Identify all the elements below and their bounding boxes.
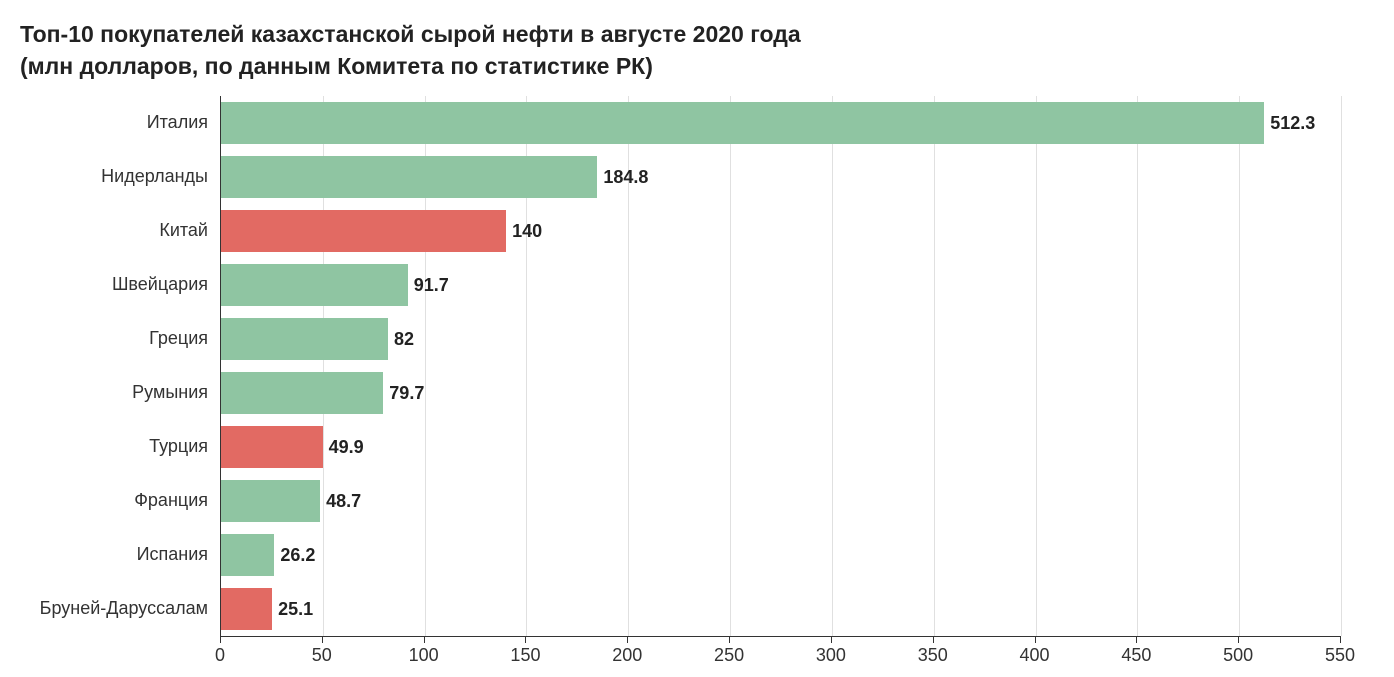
category-label: Турция xyxy=(20,436,208,457)
x-tick xyxy=(1340,637,1341,643)
category-label: Испания xyxy=(20,544,208,565)
x-tick-label: 300 xyxy=(816,645,846,666)
x-tick-label: 500 xyxy=(1223,645,1253,666)
gridline xyxy=(1239,96,1240,636)
x-tick-label: 100 xyxy=(409,645,439,666)
gridline xyxy=(1036,96,1037,636)
x-tick xyxy=(525,637,526,643)
x-tick-label: 450 xyxy=(1121,645,1151,666)
bar xyxy=(221,156,597,198)
bar xyxy=(221,210,506,252)
plot-area: 512.3 184.8 140 91.7 82 79.7 49.9 48.7 26.2 25.1 xyxy=(220,96,1341,637)
category-label: Греция xyxy=(20,328,208,349)
value-label: 140 xyxy=(512,221,542,242)
value-label: 25.1 xyxy=(278,599,313,620)
category-label: Италия xyxy=(20,112,208,133)
gridline xyxy=(934,96,935,636)
x-tick-label: 350 xyxy=(918,645,948,666)
x-tick xyxy=(933,637,934,643)
chart-container: Топ-10 покупателей казахстанской сырой н… xyxy=(0,0,1394,677)
chart-title-line1: Топ-10 покупателей казахстанской сырой н… xyxy=(20,20,1374,50)
x-tick-label: 250 xyxy=(714,645,744,666)
x-tick-label: 0 xyxy=(215,645,225,666)
value-label: 48.7 xyxy=(326,491,361,512)
category-label: Швейцария xyxy=(20,274,208,295)
bar xyxy=(221,534,274,576)
bar xyxy=(221,102,1264,144)
x-tick xyxy=(627,637,628,643)
bar xyxy=(221,264,408,306)
category-label: Нидерланды xyxy=(20,166,208,187)
value-label: 82 xyxy=(394,329,414,350)
category-label: Франция xyxy=(20,490,208,511)
gridline xyxy=(730,96,731,636)
x-tick xyxy=(831,637,832,643)
bar-chart: 512.3184.814091.78279.749.948.726.225.1 … xyxy=(20,96,1374,676)
value-label: 184.8 xyxy=(603,167,648,188)
category-label: Китай xyxy=(20,220,208,241)
x-tick-label: 50 xyxy=(312,645,332,666)
value-label: 512.3 xyxy=(1270,113,1315,134)
bar xyxy=(221,318,388,360)
bar xyxy=(221,372,383,414)
value-label: 91.7 xyxy=(414,275,449,296)
gridline xyxy=(1137,96,1138,636)
category-label: Румыния xyxy=(20,382,208,403)
x-tick-label: 400 xyxy=(1020,645,1050,666)
x-tick xyxy=(220,637,221,643)
value-label: 26.2 xyxy=(280,545,315,566)
x-tick xyxy=(1035,637,1036,643)
x-tick xyxy=(424,637,425,643)
gridline xyxy=(832,96,833,636)
chart-title-line2: (млн долларов, по данным Комитета по ста… xyxy=(20,52,1374,82)
value-label: 79.7 xyxy=(389,383,424,404)
x-tick xyxy=(729,637,730,643)
x-tick-label: 200 xyxy=(612,645,642,666)
category-label: Бруней-Даруссалам xyxy=(20,598,208,619)
bar xyxy=(221,426,323,468)
x-tick xyxy=(322,637,323,643)
value-label: 49.9 xyxy=(329,437,364,458)
bar xyxy=(221,588,272,630)
x-tick xyxy=(1136,637,1137,643)
x-tick xyxy=(1238,637,1239,643)
x-tick-label: 150 xyxy=(510,645,540,666)
bar xyxy=(221,480,320,522)
x-tick-label: 550 xyxy=(1325,645,1355,666)
x-axis: 050100150200250300350400450500550 xyxy=(220,637,1340,667)
gridline xyxy=(1341,96,1342,636)
